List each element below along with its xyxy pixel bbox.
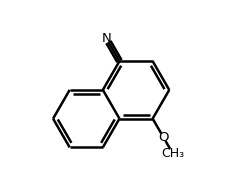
Text: N: N xyxy=(102,32,111,45)
Text: CH₃: CH₃ xyxy=(161,147,184,160)
Text: O: O xyxy=(158,131,168,144)
